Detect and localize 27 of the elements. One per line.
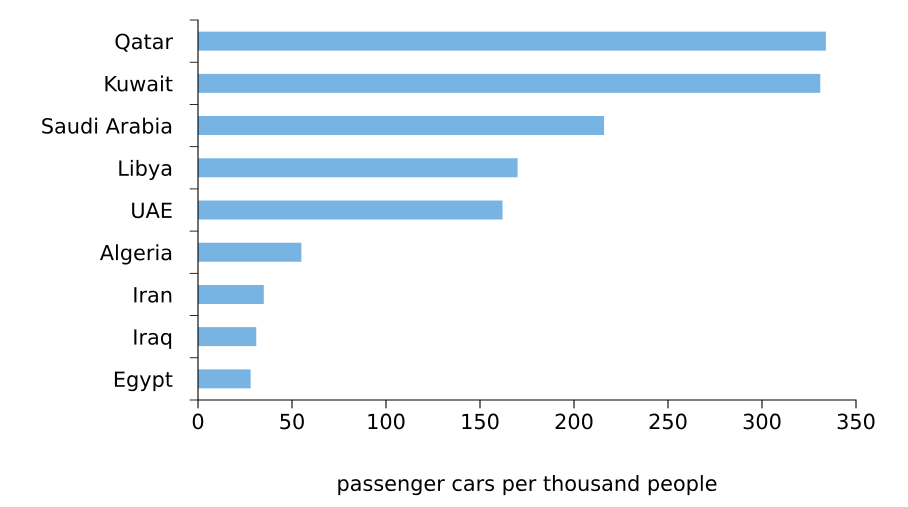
bar	[198, 116, 604, 136]
x-tick-label: 50	[280, 414, 304, 430]
x-tick-label: 200	[556, 414, 592, 430]
bar	[198, 327, 256, 346]
bar	[198, 200, 503, 220]
y-tick-label: Iran	[134, 287, 172, 303]
bar	[198, 74, 820, 93]
x-tick-label: 0	[192, 414, 204, 430]
x-tick-label: 350	[838, 414, 874, 430]
bar	[198, 158, 518, 178]
x-tick-label: 150	[462, 414, 498, 430]
y-tick-label: Libya	[119, 160, 172, 180]
bar	[198, 369, 251, 388]
bar	[198, 284, 264, 304]
x-axis-title: passenger cars per thousand people	[338, 475, 716, 496]
y-tick-label: Iraq	[134, 329, 172, 349]
x-tick-label: 250	[650, 414, 686, 430]
bar	[198, 242, 302, 262]
x-tick-label: 100	[368, 414, 404, 430]
y-tick-label: Kuwait	[105, 75, 173, 92]
bar	[198, 32, 826, 51]
x-tick-label: 300	[744, 414, 780, 430]
y-tick-label: UAE	[132, 202, 172, 218]
y-tick-label: Egypt	[114, 372, 172, 392]
y-tick-label: Qatar	[116, 34, 173, 52]
y-tick-label: Saudi Arabia	[42, 118, 172, 134]
y-tick-label: Algeria	[100, 244, 172, 264]
